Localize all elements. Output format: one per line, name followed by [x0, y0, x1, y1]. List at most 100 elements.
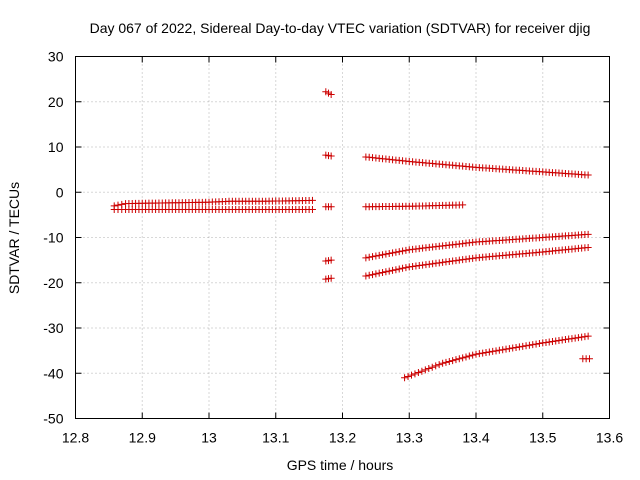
data-point [452, 356, 460, 364]
data-point [525, 341, 533, 349]
data-point [392, 266, 400, 274]
data-point [402, 246, 410, 254]
data-point [585, 355, 593, 363]
x-tick-label: 12.9 [129, 430, 156, 446]
y-tick-label: 30 [48, 49, 64, 65]
data-point [485, 348, 493, 356]
data-point [455, 355, 463, 363]
data-point [584, 243, 592, 251]
data-point [425, 365, 433, 373]
series-track-e [322, 203, 335, 211]
data-point [365, 271, 373, 279]
data-point [308, 196, 316, 204]
data-point [515, 343, 523, 351]
y-tick-label: -40 [43, 365, 63, 381]
data-point [535, 339, 543, 347]
data-marks [110, 88, 593, 382]
data-point [414, 369, 422, 377]
data-point [428, 363, 436, 371]
data-point [432, 362, 440, 370]
data-point [465, 352, 473, 360]
y-tick-label: -10 [43, 230, 63, 246]
data-point [399, 264, 407, 272]
series-track-a [110, 196, 316, 210]
y-tick-label: 10 [48, 139, 64, 155]
series-track-i [362, 201, 467, 211]
data-point [362, 254, 370, 262]
data-point [379, 268, 387, 276]
data-point [392, 248, 400, 256]
y-tick-labels: -50 -40 -30 -20 -10 0 10 20 30 [43, 49, 63, 427]
series-track-g [322, 274, 335, 283]
data-point [512, 343, 520, 351]
data-point [519, 342, 527, 350]
data-point [459, 354, 467, 362]
data-point [308, 205, 316, 213]
x-tick-label: 13.4 [462, 430, 489, 446]
data-point [475, 350, 483, 358]
y-tick-label: -20 [43, 275, 63, 291]
x-axis-label: GPS time / hours [287, 457, 394, 473]
data-point [382, 250, 390, 258]
plot-frame [75, 56, 610, 419]
data-point [369, 253, 377, 261]
data-point [584, 171, 592, 179]
data-point [389, 266, 397, 274]
data-point [472, 350, 480, 358]
data-point [439, 359, 447, 367]
series-track-c [322, 88, 335, 99]
series-track-l [401, 332, 592, 382]
data-point [411, 370, 419, 378]
data-point [365, 253, 373, 261]
data-point [389, 249, 397, 257]
data-point [402, 264, 410, 272]
data-point [505, 345, 513, 353]
data-point [442, 358, 450, 366]
series-track-f [322, 256, 335, 265]
data-point [399, 247, 407, 255]
data-point [369, 271, 377, 279]
y-tick-label: -50 [43, 411, 63, 427]
y-tick-label: 20 [48, 94, 64, 110]
data-point [385, 267, 393, 275]
data-point [421, 366, 429, 374]
data-point [469, 351, 477, 359]
data-point [401, 374, 409, 382]
data-point [404, 372, 412, 380]
data-point [502, 345, 510, 353]
data-point [375, 251, 383, 259]
data-point [372, 270, 380, 278]
x-tick-labels: 12.8 12.9 13 13.1 13.2 13.3 13.4 13.5 13.6 [62, 430, 623, 446]
series-track-h [362, 153, 592, 179]
series-track-b [110, 205, 316, 213]
data-point [522, 342, 530, 350]
x-tick-label: 13 [201, 430, 217, 446]
x-tick-label: 12.8 [62, 430, 89, 446]
series-track-k [362, 243, 592, 280]
y-tick-label: 0 [56, 184, 64, 200]
data-point [445, 357, 453, 365]
data-point [584, 230, 592, 238]
data-point [327, 152, 335, 160]
data-point [382, 268, 390, 276]
data-point [482, 349, 490, 357]
data-point [418, 367, 426, 375]
data-point [459, 201, 467, 209]
data-point [584, 332, 592, 340]
y-axis-label: SDTVAR / TECUs [6, 182, 22, 294]
data-point [395, 248, 403, 256]
data-point [385, 249, 393, 257]
data-point [395, 265, 403, 273]
data-point [327, 256, 335, 264]
series-track-j [362, 230, 592, 262]
data-point [532, 340, 540, 348]
data-point [495, 346, 503, 354]
data-point [327, 274, 335, 282]
data-point [327, 203, 335, 211]
data-point [462, 353, 470, 361]
x-tick-label: 13.5 [529, 430, 556, 446]
series-track-d [322, 151, 335, 160]
data-point [479, 349, 487, 357]
data-point [449, 357, 457, 365]
